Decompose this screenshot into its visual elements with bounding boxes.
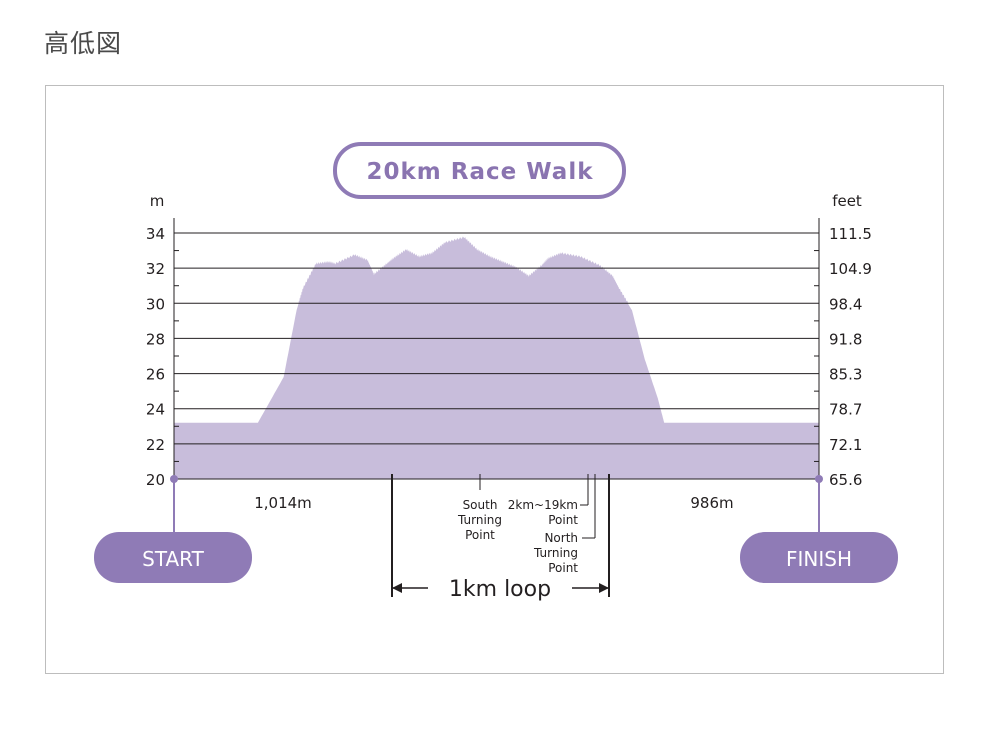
start-label: START [142, 547, 204, 571]
elevation-area [174, 236, 819, 479]
race-title: 20km Race Walk [367, 159, 594, 185]
y-axis-left-unit: m [150, 192, 165, 210]
start-pill [94, 532, 252, 583]
y-tick-label-right: 91.8 [829, 330, 862, 348]
start-distance-label: 1,014m [254, 494, 312, 512]
south-turning-line-2: Turning [457, 513, 502, 527]
y-tick-label-right: 104.9 [829, 260, 872, 278]
y-tick-label-right: 85.3 [829, 366, 862, 384]
north-turning-line-3: Point [548, 561, 578, 575]
page-title: 高低図 [44, 29, 123, 58]
y-tick-label-left: 26 [146, 366, 165, 384]
start-dot [170, 475, 178, 483]
km-point-line-2: Point [548, 513, 578, 527]
loop-label: 1km loop [449, 577, 551, 602]
y-tick-label-right: 111.5 [829, 225, 872, 243]
finish-label: FINISH [786, 547, 852, 571]
y-tick-label-left: 22 [146, 436, 165, 454]
race-title-pill [333, 142, 626, 199]
y-tick-label-left: 34 [146, 225, 165, 243]
y-tick-label-left: 32 [146, 260, 165, 278]
y-tick-label-right: 65.6 [829, 471, 862, 489]
y-tick-label-left: 20 [146, 471, 165, 489]
north-turning-line-1: North [544, 531, 578, 545]
gridlines: 34 111.5 32 104.9 30 98.4 28 91.8 26 85.3 24 78.7 22… [146, 225, 872, 489]
y-tick-label-right: 78.7 [829, 401, 862, 419]
south-turning-line-1: South [463, 498, 498, 512]
south-turning-line-3: Point [465, 528, 495, 542]
y-tick-label-right: 72.1 [829, 436, 862, 454]
loop-arrow-right-head [599, 583, 609, 593]
north-turning-line-2: Turning [533, 546, 578, 560]
finish-pill [740, 532, 898, 583]
y-axis-right-unit: feet [832, 192, 862, 210]
y-tick-label-left: 24 [146, 401, 165, 419]
finish-distance-label: 986m [690, 494, 733, 512]
finish-dot [815, 475, 823, 483]
y-tick-label-left: 28 [146, 330, 165, 348]
chart-frame [45, 85, 944, 674]
loop-arrow-left-head [392, 583, 402, 593]
km-point-line-1: 2km~19km [508, 498, 578, 512]
y-tick-label-right: 98.4 [829, 295, 862, 313]
y-tick-label-left: 30 [146, 295, 165, 313]
